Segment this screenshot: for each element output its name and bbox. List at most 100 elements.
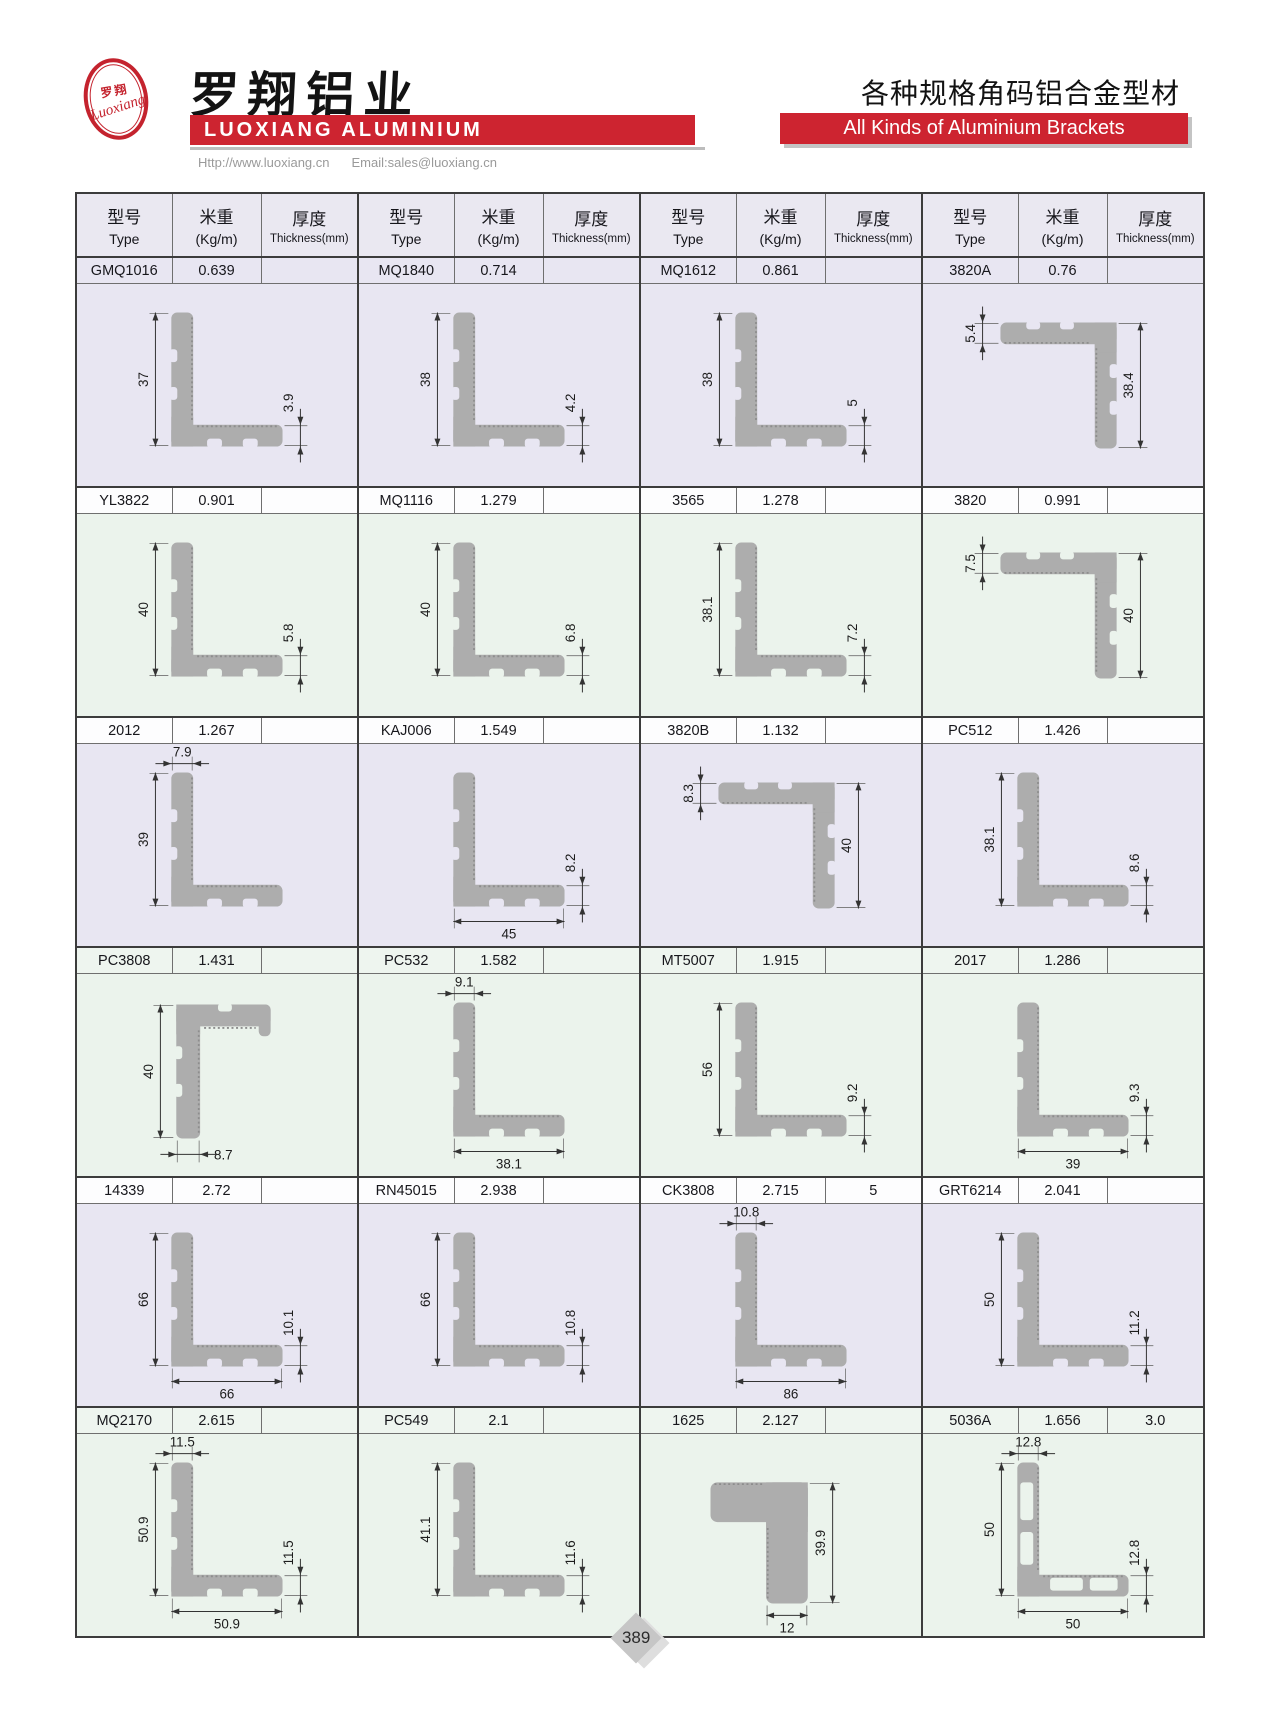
weight-cell: 2.041	[1017, 1176, 1108, 1204]
contact-row: Http://www.luoxiang.cn Email:sales@luoxi…	[198, 155, 497, 170]
type-cell: 2012	[75, 716, 173, 744]
profile-drawing: 5.4 38.4	[963, 306, 1148, 449]
profile-diagram-MQ2170: 50.9 11.5 11.5 50.9	[75, 1433, 359, 1638]
page-number: 389	[621, 1628, 651, 1647]
logo-script-text: Luoxiang	[87, 91, 147, 124]
thickness-cell	[1106, 716, 1205, 744]
thickness-cell	[260, 716, 359, 744]
type-cell: 2017	[921, 946, 1019, 974]
profile-drawing: 9.3 39	[1015, 1002, 1154, 1171]
svg-text:5: 5	[845, 399, 860, 406]
type-cell: KAJ006	[357, 716, 455, 744]
col-header-cn: 米重	[763, 208, 798, 227]
svg-text:39: 39	[1065, 1156, 1080, 1171]
profile-diagram-3565: 38.1 7.2	[639, 513, 923, 718]
type-cell: MQ1840	[357, 256, 455, 284]
weight-cell: 1.279	[453, 486, 544, 514]
col-header-en: Type	[391, 231, 422, 247]
type-cell: 14339	[75, 1176, 173, 1204]
divider-line	[190, 147, 705, 150]
svg-text:9.2: 9.2	[845, 1084, 860, 1103]
thickness-cell	[542, 946, 641, 974]
svg-text:8.2: 8.2	[563, 854, 578, 873]
weight-cell: 1.426	[1017, 716, 1108, 744]
svg-text:50: 50	[982, 1292, 997, 1307]
thickness-cell	[542, 1406, 641, 1434]
col-header-cn: 厚度	[1138, 210, 1173, 229]
profile-drawing: 38.1 7.2	[700, 542, 872, 693]
thickness-cell	[824, 716, 923, 744]
col-header-en: Type	[109, 231, 140, 247]
logo-ring: 罗翔 Luoxiang	[77, 53, 155, 145]
profile-diagram-MQ1840: 38 4.2	[357, 283, 641, 488]
profile-diagram-GRT6214: 50 11.2	[921, 1203, 1205, 1408]
profile-diagram-3820A: 5.4 38.4	[921, 283, 1205, 488]
col-header-weight: 米重 (Kg/m)	[453, 192, 544, 258]
svg-text:37: 37	[136, 372, 151, 387]
profile-drawing: 41.1 11.6	[418, 1462, 590, 1613]
type-cell: MT5007	[639, 946, 737, 974]
type-row: PC3808 1.431 PC532 1.582 MT5007 1.915 2017 1.28…	[75, 946, 1205, 974]
svg-text:38.1: 38.1	[982, 827, 997, 853]
svg-text:10.8: 10.8	[563, 1310, 578, 1336]
weight-cell: 1.915	[735, 946, 826, 974]
weight-cell: 0.991	[1017, 486, 1108, 514]
col-header-type: 型号 Type	[921, 192, 1019, 258]
diagram-row: 40 8.7 9.1 38.1 56 9.2 9.3 39	[75, 973, 1205, 1178]
type-cell: 1625	[639, 1406, 737, 1434]
weight-cell: 2.127	[735, 1406, 826, 1434]
col-header-cn: 米重	[1045, 208, 1080, 227]
profile-diagram-2012: 39 7.9	[75, 743, 359, 948]
thickness-cell	[542, 256, 641, 284]
type-row: MQ2170 2.615 PC549 2.1 1625 2.127 5036A 1.656 3.…	[75, 1406, 1205, 1434]
profile-diagram-PC532: 9.1 38.1	[357, 973, 641, 1178]
profile-drawing: 38.1 8.6	[982, 772, 1154, 923]
profile-diagram-MT5007: 56 9.2	[639, 973, 923, 1178]
thickness-cell	[260, 1406, 359, 1434]
diagram-row: 40 5.8 40 6.8 38.1 7.2 7.5 40	[75, 513, 1205, 718]
diagram-row: 50.9 11.5 11.5 50.9 41.1 11.6 39.9 12 50 12.8 12.8…	[75, 1433, 1205, 1638]
thickness-cell	[824, 486, 923, 514]
weight-cell: 2.1	[453, 1406, 544, 1434]
weight-cell: 0.76	[1017, 256, 1108, 284]
svg-text:38: 38	[700, 372, 715, 387]
col-header-cn: 厚度	[292, 210, 327, 229]
table-header-row: 型号 Type 米重 (Kg/m) 厚度 Thickness(mm) 型号 Type 米重 (Kg…	[75, 192, 1205, 258]
col-header-en: Thickness(mm)	[269, 233, 349, 245]
svg-text:66: 66	[136, 1292, 151, 1307]
profile-diagram-YL3822: 40 5.8	[75, 513, 359, 718]
svg-text:8.3: 8.3	[681, 784, 696, 803]
col-header-en: Type	[673, 231, 704, 247]
profile-drawing: 66 10.1 66	[136, 1232, 308, 1401]
weight-cell: 1.656	[1017, 1406, 1108, 1434]
profile-drawing: 405.8	[136, 542, 308, 693]
thickness-cell	[542, 716, 641, 744]
thickness-cell	[260, 1176, 359, 1204]
col-header-thickness: 厚度 Thickness(mm)	[1106, 192, 1205, 258]
diagram-row: 66 10.1 66 66 10.8 10.8 86 50 11.2	[75, 1203, 1205, 1408]
svg-text:41.1: 41.1	[418, 1517, 433, 1543]
profile-drawing: 8.2 45	[451, 772, 590, 941]
profile-drawing: 39.9 12	[710, 1482, 840, 1635]
profile-drawing: 10.8 86	[719, 1205, 847, 1401]
svg-text:5.4: 5.4	[963, 324, 978, 343]
col-header-en: Thickness(mm)	[1115, 233, 1195, 245]
profile-diagram-PC512: 38.1 8.6	[921, 743, 1205, 948]
svg-text:40: 40	[418, 602, 433, 617]
weight-cell: 2.715	[735, 1176, 826, 1204]
thickness-cell	[1106, 1176, 1205, 1204]
col-header-type: 型号 Type	[75, 192, 173, 258]
col-header-thickness: 厚度 Thickness(mm)	[824, 192, 923, 258]
profile-drawing: 384.2	[418, 312, 590, 463]
type-cell: CK3808	[639, 1176, 737, 1204]
weight-cell: 2.615	[171, 1406, 262, 1434]
svg-text:7.9: 7.9	[173, 745, 192, 760]
col-header-cn: 米重	[481, 208, 516, 227]
col-header-en: (Kg/m)	[195, 231, 238, 247]
svg-text:38.1: 38.1	[496, 1156, 522, 1171]
col-header-weight: 米重 (Kg/m)	[735, 192, 826, 258]
type-row: YL3822 0.901 MQ1116 1.279 3565 1.278 3820 0.991	[75, 486, 1205, 514]
profile-diagram-MQ1116: 40 6.8	[357, 513, 641, 718]
col-header-type: 型号 Type	[639, 192, 737, 258]
profile-diagram-CK3808: 10.8 86	[639, 1203, 923, 1408]
